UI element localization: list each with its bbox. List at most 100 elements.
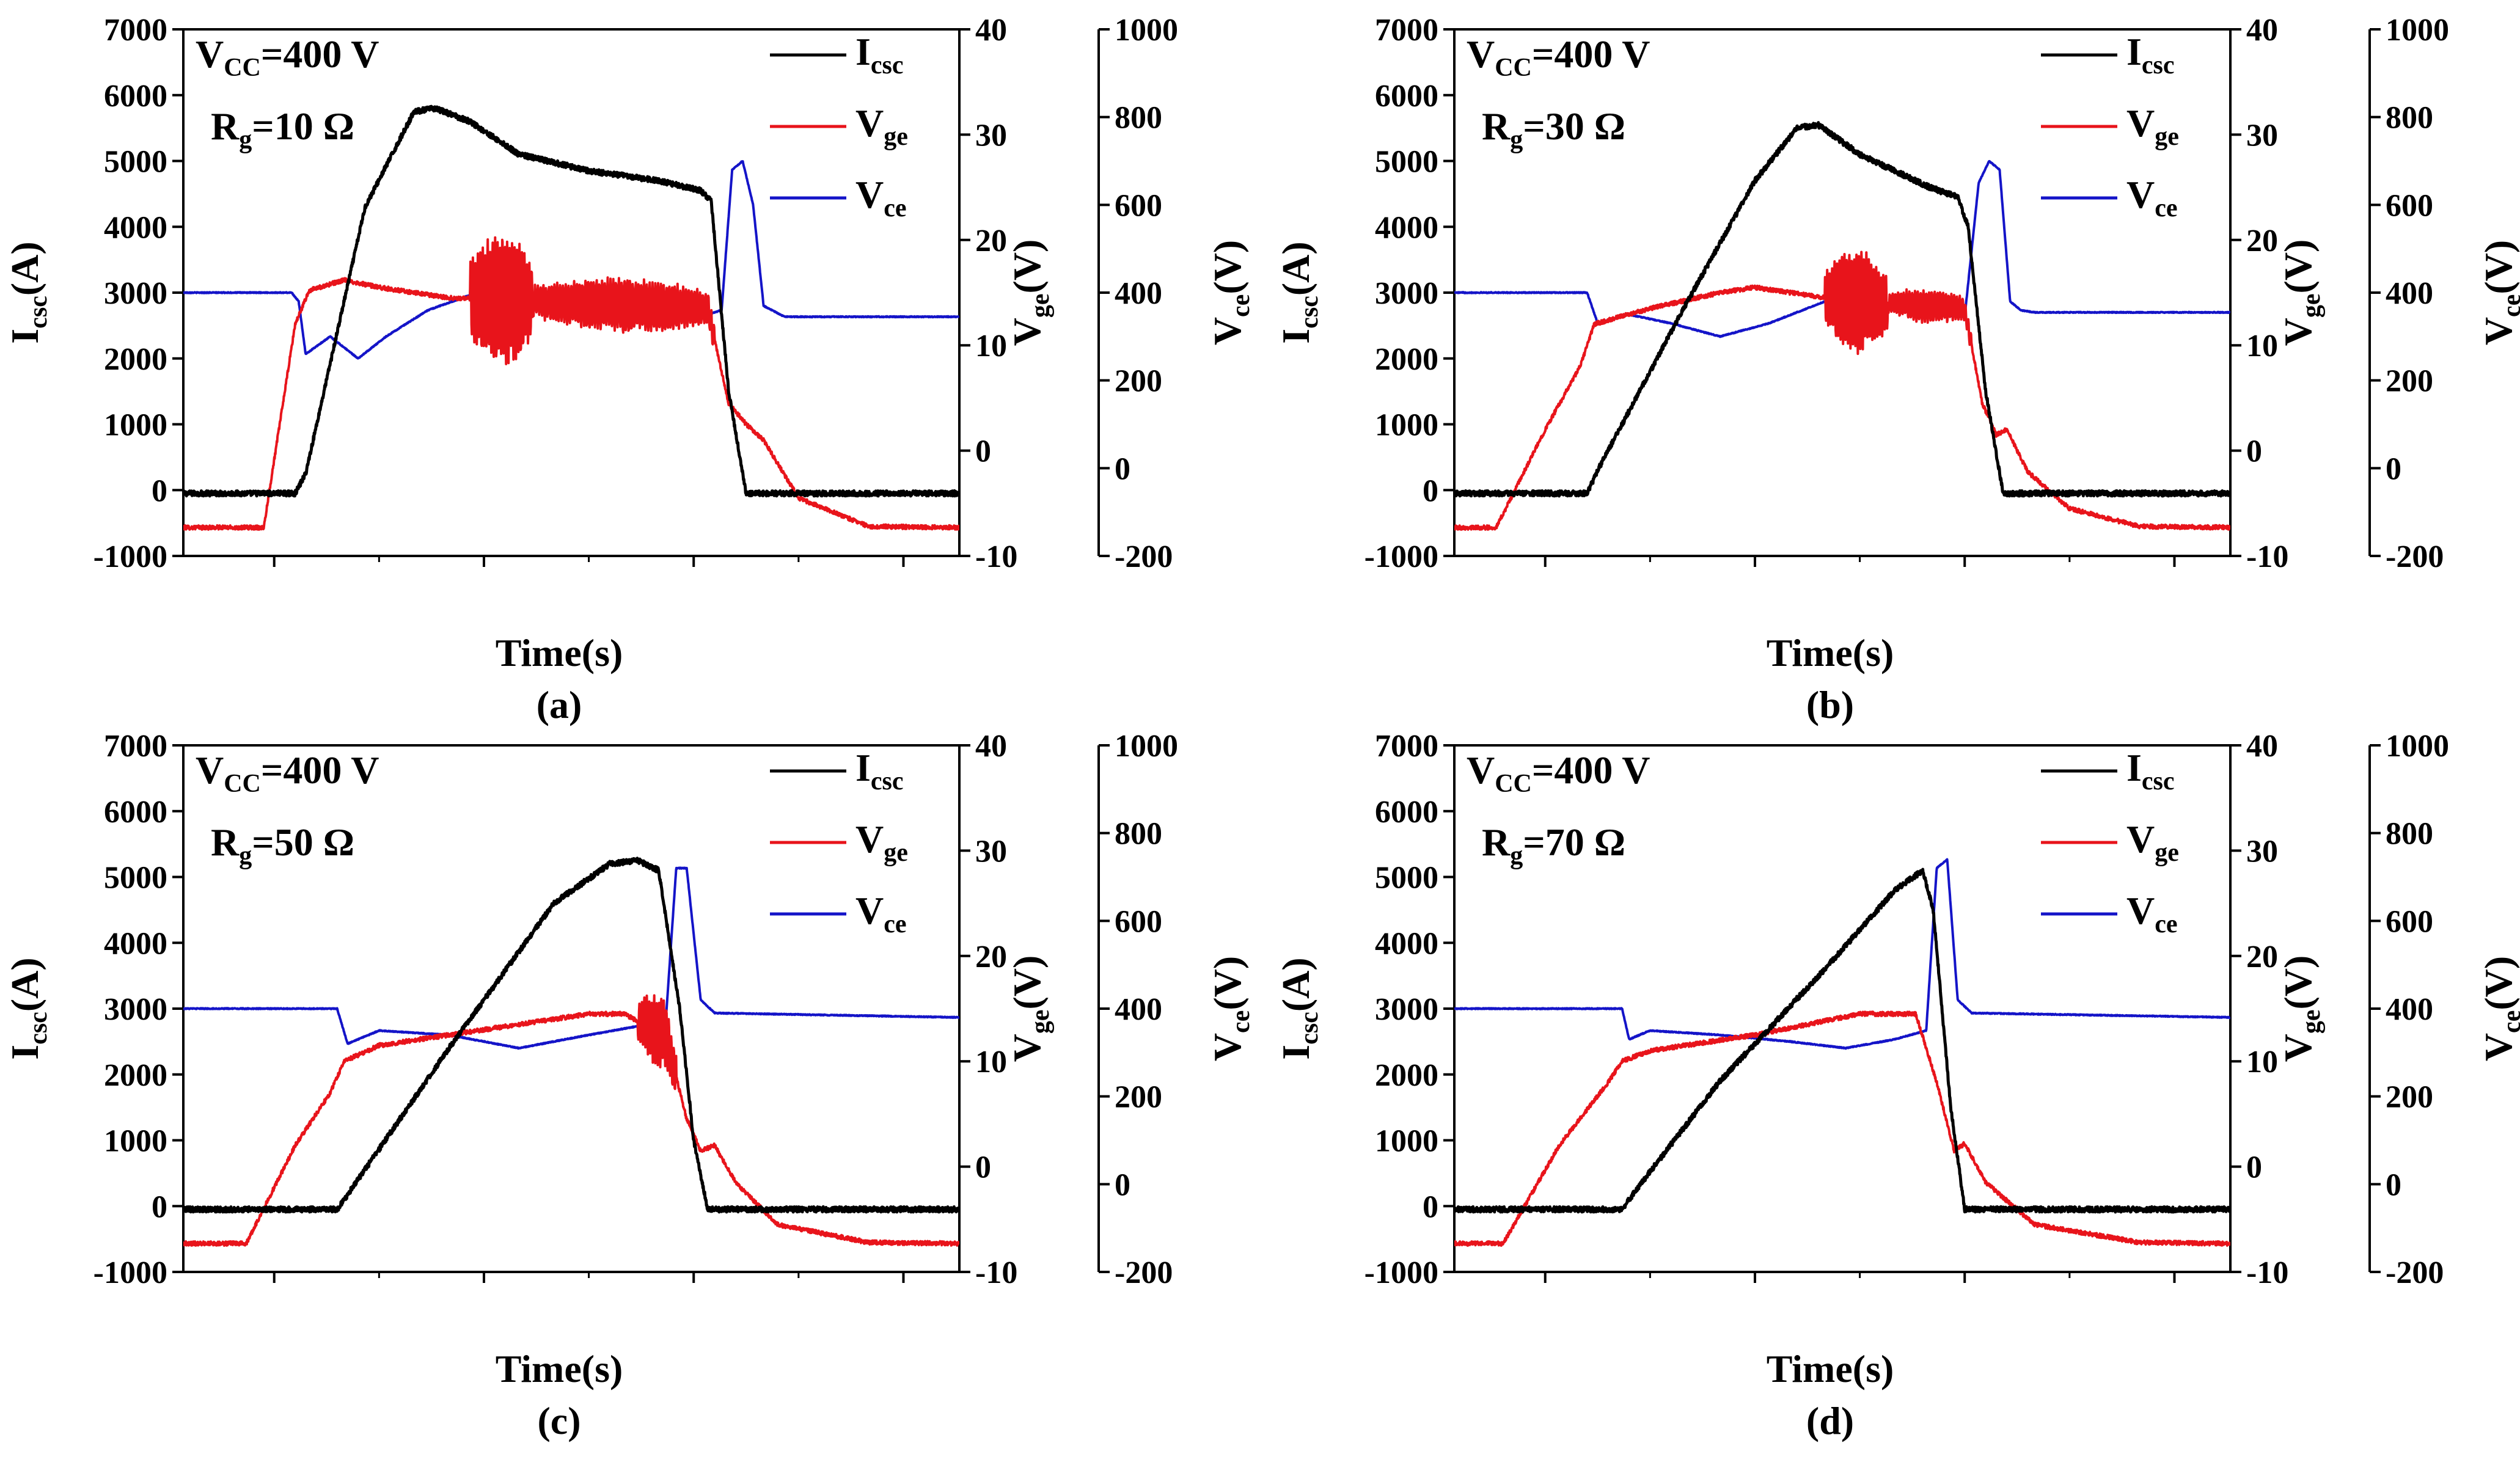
y-left-tick-label: 2000 bbox=[1375, 342, 1438, 377]
y-right2-tick-label: 0 bbox=[1115, 1167, 1130, 1202]
y-right2-tick-label: 200 bbox=[2386, 1080, 2433, 1115]
vcc-value: =400 V bbox=[1532, 748, 1650, 792]
y-left-tick-label: 3000 bbox=[104, 992, 167, 1027]
y-left-tick-label: 6000 bbox=[1375, 795, 1438, 830]
y-right1-title-tail: (V) bbox=[2276, 955, 2320, 1010]
rg-main: R bbox=[1482, 820, 1511, 864]
y-right2-tick-label: 400 bbox=[1115, 992, 1162, 1027]
series-line-vge bbox=[183, 236, 959, 531]
y-right2-tick-label: 0 bbox=[2386, 451, 2401, 486]
legend-sub: ce bbox=[884, 194, 906, 222]
y-left-tick-label: 0 bbox=[1423, 1189, 1438, 1224]
y-left-tick-label: 0 bbox=[1423, 473, 1438, 508]
y-left-title-main: I bbox=[1274, 329, 1317, 344]
y-right2-tick-label: 600 bbox=[2386, 904, 2433, 939]
y-right2-tick-label: 1000 bbox=[1115, 729, 1178, 764]
y-left-tick-label: 3000 bbox=[104, 276, 167, 311]
y-left-axis-title: Icsc(A) bbox=[1274, 957, 1324, 1059]
rg-main: R bbox=[1482, 104, 1511, 148]
y-left-tick-label: 7000 bbox=[1375, 729, 1438, 764]
series-line-vge bbox=[1454, 1010, 2230, 1247]
y-right2-tick-label: -200 bbox=[1115, 1255, 1173, 1290]
series-line-vge bbox=[183, 994, 959, 1247]
y-right2-tick-label: 800 bbox=[2386, 817, 2433, 852]
y-left-tick-label: 0 bbox=[152, 473, 167, 508]
legend-sub: csc bbox=[2142, 767, 2175, 795]
y-right2-axis-title: Vce(V) bbox=[2477, 956, 2520, 1061]
chart-panel-b: -100001000200030004000500060007000-10010… bbox=[1274, 13, 2520, 726]
y-right2-title-main: V bbox=[1206, 317, 1249, 345]
rg-value: =70 Ω bbox=[1523, 820, 1625, 864]
y-left-title-sub: csc bbox=[24, 296, 53, 329]
y-right1-tick-label: 10 bbox=[2246, 1045, 2278, 1080]
y-right1-title-sub: ge bbox=[2298, 1009, 2326, 1034]
y-right2-title-main: V bbox=[1206, 1033, 1249, 1061]
y-right1-title-main: V bbox=[1005, 1034, 1049, 1062]
panel-label: (b) bbox=[1806, 683, 1854, 726]
y-right2-title-main: V bbox=[2477, 317, 2520, 345]
y-right1-tick-label: 0 bbox=[2246, 434, 2262, 469]
y-right2-title-sub: ce bbox=[2498, 294, 2520, 317]
y-left-title-main: I bbox=[1274, 1045, 1317, 1060]
y-left-tick-label: 5000 bbox=[1375, 145, 1438, 180]
legend-sub: ce bbox=[884, 910, 906, 938]
y-left-tick-label: -1000 bbox=[93, 539, 167, 574]
y-right1-tick-label: -10 bbox=[975, 1255, 1017, 1290]
x-axis-title: Time(s) bbox=[496, 631, 623, 674]
y-right2-tick-label: 200 bbox=[1115, 1080, 1162, 1115]
y-left-tick-label: 7000 bbox=[104, 729, 167, 764]
legend-main: V bbox=[855, 101, 884, 145]
legend-label-vge: Vge bbox=[2126, 817, 2179, 867]
y-right1-tick-label: 40 bbox=[975, 729, 1007, 764]
legend-sub: csc bbox=[2142, 51, 2175, 79]
legend-label-icsc: Icsc bbox=[2126, 746, 2175, 795]
y-left-tick-label: 4000 bbox=[104, 926, 167, 961]
y-right2-tick-label: 0 bbox=[2386, 1167, 2401, 1202]
rg-value: =30 Ω bbox=[1523, 104, 1625, 148]
y-right2-title-tail: (V) bbox=[2477, 956, 2520, 1010]
rg-annotation: Rg=70 Ω bbox=[1482, 820, 1625, 870]
y-left-tick-label: 4000 bbox=[104, 210, 167, 245]
vcc-sub: CC bbox=[1495, 54, 1532, 82]
y-right2-tick-label: 800 bbox=[1115, 817, 1162, 852]
y-right2-tick-label: 400 bbox=[1115, 276, 1162, 311]
rg-annotation: Rg=50 Ω bbox=[211, 820, 354, 870]
rg-value: =10 Ω bbox=[252, 104, 354, 148]
panel-label: (d) bbox=[1806, 1399, 1854, 1442]
y-left-tick-label: 0 bbox=[152, 1189, 167, 1224]
y-right1-axis-title: Vge(V) bbox=[1005, 239, 1055, 346]
y-right1-title-sub: ge bbox=[1027, 293, 1055, 318]
x-axis-title: Time(s) bbox=[1767, 631, 1894, 674]
vcc-value: =400 V bbox=[261, 748, 379, 792]
legend-sub: ce bbox=[2155, 194, 2177, 222]
y-left-title-tail: (A) bbox=[1274, 241, 1317, 296]
legend-label-icsc: Icsc bbox=[2126, 30, 2175, 79]
legend-label-vce: Vce bbox=[2126, 173, 2178, 222]
y-right1-tick-label: 0 bbox=[2246, 1150, 2262, 1185]
y-right2-tick-label: 400 bbox=[2386, 276, 2433, 311]
chart-panel-a: -100001000200030004000500060007000-10010… bbox=[3, 13, 1255, 726]
y-left-title-tail: (A) bbox=[3, 957, 46, 1012]
y-left-tick-label: 3000 bbox=[1375, 276, 1438, 311]
y-left-title-tail: (A) bbox=[1274, 957, 1317, 1012]
legend-label-vce: Vce bbox=[855, 889, 907, 938]
y-right1-tick-label: 20 bbox=[975, 940, 1007, 974]
rg-value: =50 Ω bbox=[252, 820, 354, 864]
series-line-icsc bbox=[1454, 868, 2230, 1214]
series-line-vce bbox=[1454, 858, 2230, 1050]
legend-main: V bbox=[855, 173, 884, 216]
rg-annotation: Rg=30 Ω bbox=[1482, 104, 1625, 154]
y-right1-tick-label: 30 bbox=[975, 118, 1007, 153]
y-left-tick-label: 1000 bbox=[1375, 408, 1438, 443]
legend-main: I bbox=[2126, 30, 2142, 73]
y-left-axis-title: Icsc(A) bbox=[3, 957, 53, 1059]
y-left-tick-label: -1000 bbox=[1364, 539, 1438, 574]
chart-panel-d: -100001000200030004000500060007000-10010… bbox=[1274, 729, 2520, 1442]
y-right2-tick-label: 600 bbox=[1115, 188, 1162, 223]
y-left-tick-label: 6000 bbox=[1375, 79, 1438, 114]
legend-sub: ge bbox=[2155, 839, 2179, 867]
vcc-annotation: VCC=400 V bbox=[196, 32, 379, 82]
legend-sub: ge bbox=[2155, 123, 2179, 151]
y-right2-tick-label: 800 bbox=[2386, 101, 2433, 136]
y-left-tick-label: 1000 bbox=[104, 1124, 167, 1159]
